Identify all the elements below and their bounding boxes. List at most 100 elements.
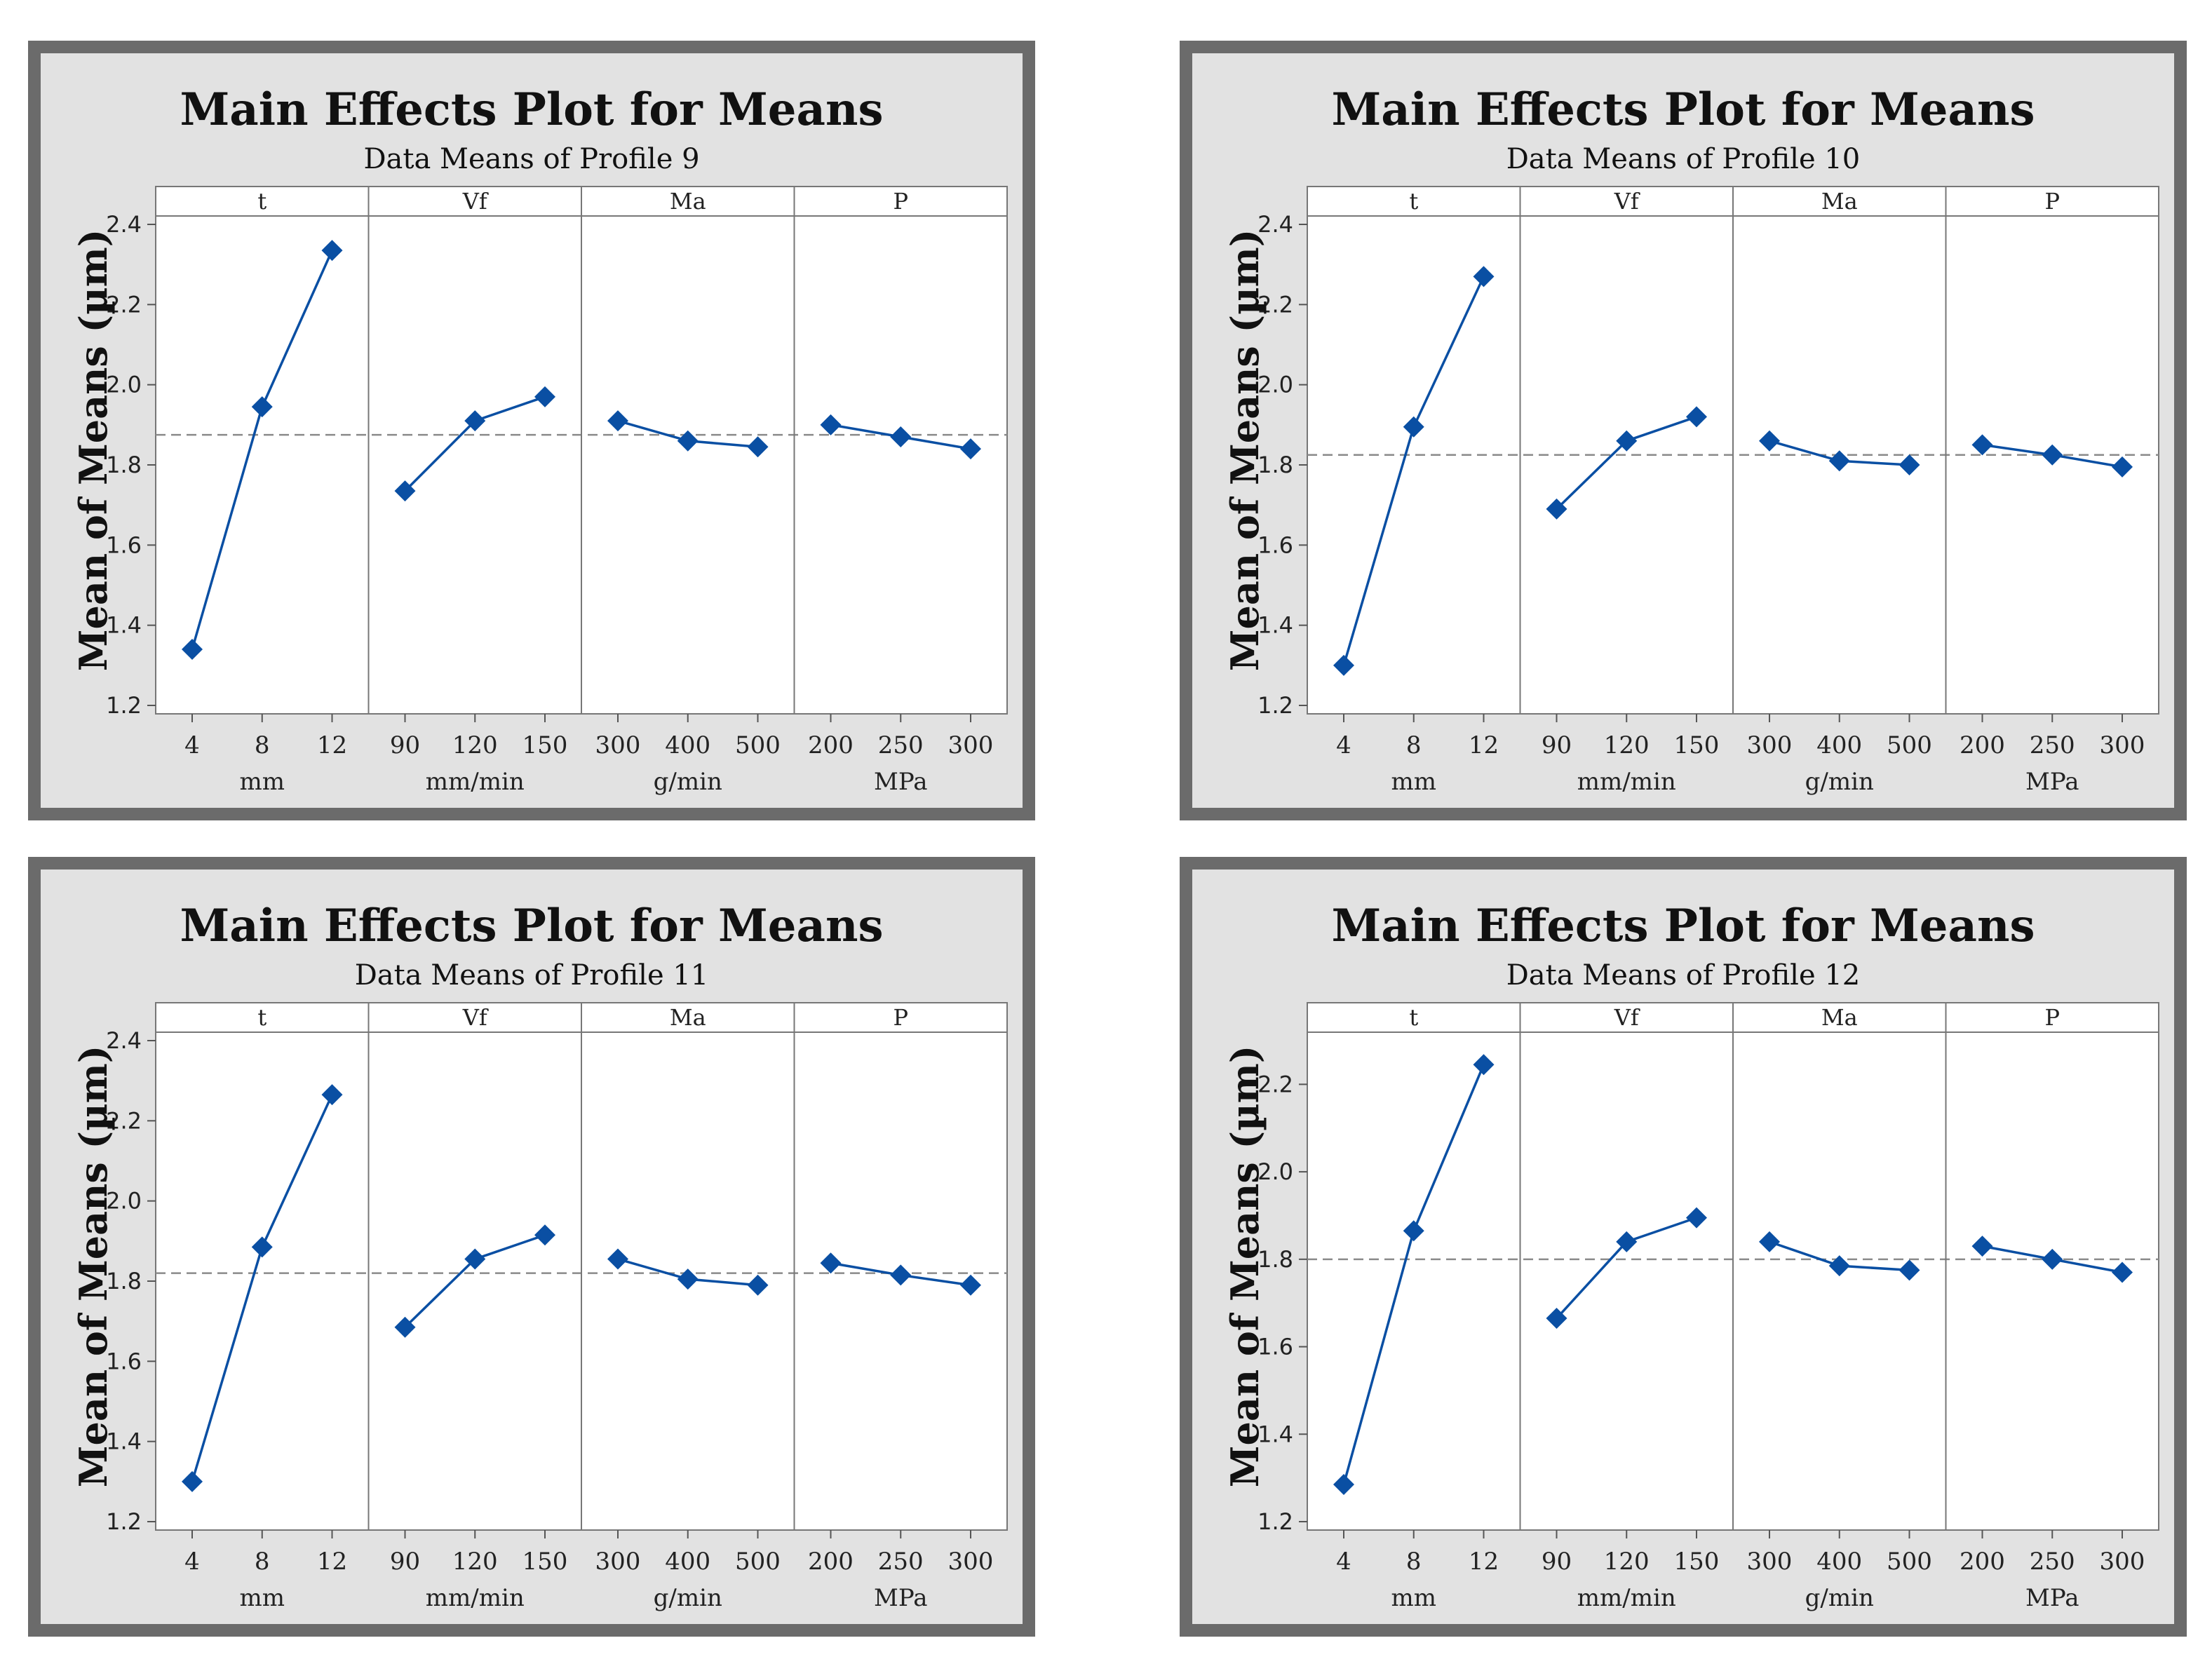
- x-tick-label: 12: [1469, 731, 1499, 759]
- x-tick-label: 300: [595, 1548, 641, 1576]
- panel-unit-label: mm/min: [426, 1584, 525, 1612]
- data-point: [1616, 1231, 1638, 1252]
- data-point: [534, 1224, 555, 1246]
- panel-label: Vf: [462, 1004, 489, 1031]
- chart-title: Main Effects Plot for Means: [180, 83, 883, 136]
- panel-label: Ma: [1821, 1004, 1858, 1031]
- data-point: [2112, 456, 2133, 478]
- panel-p: P 200 250 300 MPa: [793, 187, 993, 796]
- panel-ma: Ma 300 400 500 g/min: [581, 187, 781, 796]
- data-point: [1686, 406, 1707, 428]
- x-tick-label: 300: [595, 731, 641, 759]
- panel-unit-label: mm/min: [1577, 1584, 1676, 1612]
- data-point: [1759, 1231, 1780, 1252]
- chart-subtitle: Data Means of Profile 9: [363, 143, 699, 175]
- x-tick-label: 120: [452, 1548, 498, 1576]
- x-tick-label: 200: [808, 731, 854, 759]
- x-tick-label: 300: [948, 1548, 994, 1576]
- panel-unit-label: MPa: [2025, 1584, 2079, 1612]
- data-point: [464, 1248, 486, 1270]
- x-tick-label: 12: [317, 1548, 347, 1576]
- y-tick-label: 2.4: [1257, 211, 1293, 238]
- x-tick-label: 400: [665, 731, 710, 759]
- data-point: [182, 1470, 203, 1492]
- panel-unit-label: mm: [240, 1584, 285, 1612]
- y-tick-label: 2.4: [106, 1027, 142, 1054]
- y-tick-label: 1.6: [1257, 1334, 1293, 1360]
- panel-label: Ma: [1821, 188, 1858, 215]
- data-point: [321, 1084, 343, 1106]
- data-point: [464, 410, 486, 432]
- x-tick-label: 90: [390, 1548, 420, 1576]
- data-point: [1473, 266, 1495, 287]
- data-point: [677, 430, 699, 452]
- x-tick-label: 500: [1887, 731, 1932, 759]
- data-point: [1686, 1207, 1707, 1229]
- x-tick-label: 200: [808, 1548, 854, 1576]
- y-tick-label: 1.2: [106, 1508, 142, 1535]
- data-point: [394, 1316, 416, 1338]
- chart-title: Main Effects Plot for Means: [180, 900, 883, 952]
- chart-profile-11: Main Effects Plot for Means Data Means of…: [28, 857, 1035, 1637]
- y-tick-label: 1.2: [1257, 692, 1293, 719]
- data-point: [820, 414, 842, 435]
- panel-unit-label: mm: [240, 768, 285, 796]
- panel-label: Vf: [1614, 188, 1640, 215]
- panel-t: t 4 8 12 mm: [182, 188, 347, 796]
- data-point: [394, 480, 416, 502]
- x-tick-label: 8: [255, 1548, 270, 1576]
- panel-unit-label: g/min: [1805, 768, 1874, 796]
- panel-label: t: [1409, 188, 1418, 215]
- x-tick-label: 90: [1542, 731, 1572, 759]
- y-tick-label: 2.2: [1257, 291, 1293, 318]
- data-point: [1899, 454, 1920, 475]
- x-tick-label: 200: [1960, 731, 2005, 759]
- panel-unit-label: MPa: [2025, 768, 2079, 796]
- data-point: [1403, 416, 1424, 438]
- data-point: [960, 438, 981, 460]
- y-tick-label: 1.2: [1257, 1508, 1293, 1535]
- y-tick-label: 1.4: [1257, 1421, 1293, 1447]
- panel-unit-label: mm/min: [1577, 768, 1676, 796]
- chart-svg: Main Effects Plot for Means Data Means of…: [28, 41, 1035, 820]
- x-tick-label: 250: [2030, 1548, 2075, 1576]
- x-tick-label: 8: [255, 731, 270, 759]
- data-point: [1759, 430, 1780, 452]
- data-point: [677, 1269, 699, 1290]
- panel-p: P 200 250 300 MPa: [1945, 1003, 2145, 1612]
- x-tick-label: 4: [184, 1548, 200, 1576]
- panel-label: Ma: [670, 1004, 706, 1031]
- data-point: [534, 386, 555, 407]
- data-point: [1333, 1473, 1354, 1495]
- data-point: [2112, 1261, 2133, 1283]
- panel-label: t: [257, 188, 267, 215]
- data-point: [2042, 1248, 2063, 1270]
- data-point: [1546, 1308, 1567, 1330]
- y-tick-label: 1.4: [106, 612, 142, 639]
- panel-label: Vf: [462, 188, 489, 215]
- x-tick-label: 300: [1747, 731, 1793, 759]
- data-point: [607, 410, 628, 432]
- data-point: [1828, 1255, 1850, 1277]
- x-tick-label: 90: [1542, 1548, 1572, 1576]
- data-point: [890, 426, 912, 447]
- y-axis-label: Mean of Means (µm): [71, 229, 116, 672]
- y-tick-label: 1.6: [106, 532, 142, 558]
- panel-unit-label: mm/min: [426, 768, 525, 796]
- y-tick-label: 1.8: [1257, 1246, 1293, 1273]
- panel-vf: Vf 90 120 150 mm/min: [1519, 187, 1719, 796]
- panel-unit-label: MPa: [874, 1584, 927, 1612]
- data-point: [251, 1236, 273, 1258]
- y-tick-label: 2.2: [106, 1107, 142, 1134]
- x-tick-label: 90: [390, 731, 420, 759]
- y-tick-label: 1.6: [106, 1348, 142, 1374]
- chart-title: Main Effects Plot for Means: [1331, 83, 2035, 136]
- x-tick-label: 12: [1469, 1548, 1499, 1576]
- panel-unit-label: g/min: [654, 768, 722, 796]
- data-point: [820, 1252, 842, 1274]
- panel-t: t 4 8 12 mm: [182, 1004, 347, 1612]
- y-tick-label: 1.6: [1257, 532, 1293, 558]
- x-tick-label: 120: [1604, 1548, 1650, 1576]
- panel-label: Vf: [1614, 1004, 1640, 1031]
- panel-unit-label: mm: [1391, 1584, 1436, 1612]
